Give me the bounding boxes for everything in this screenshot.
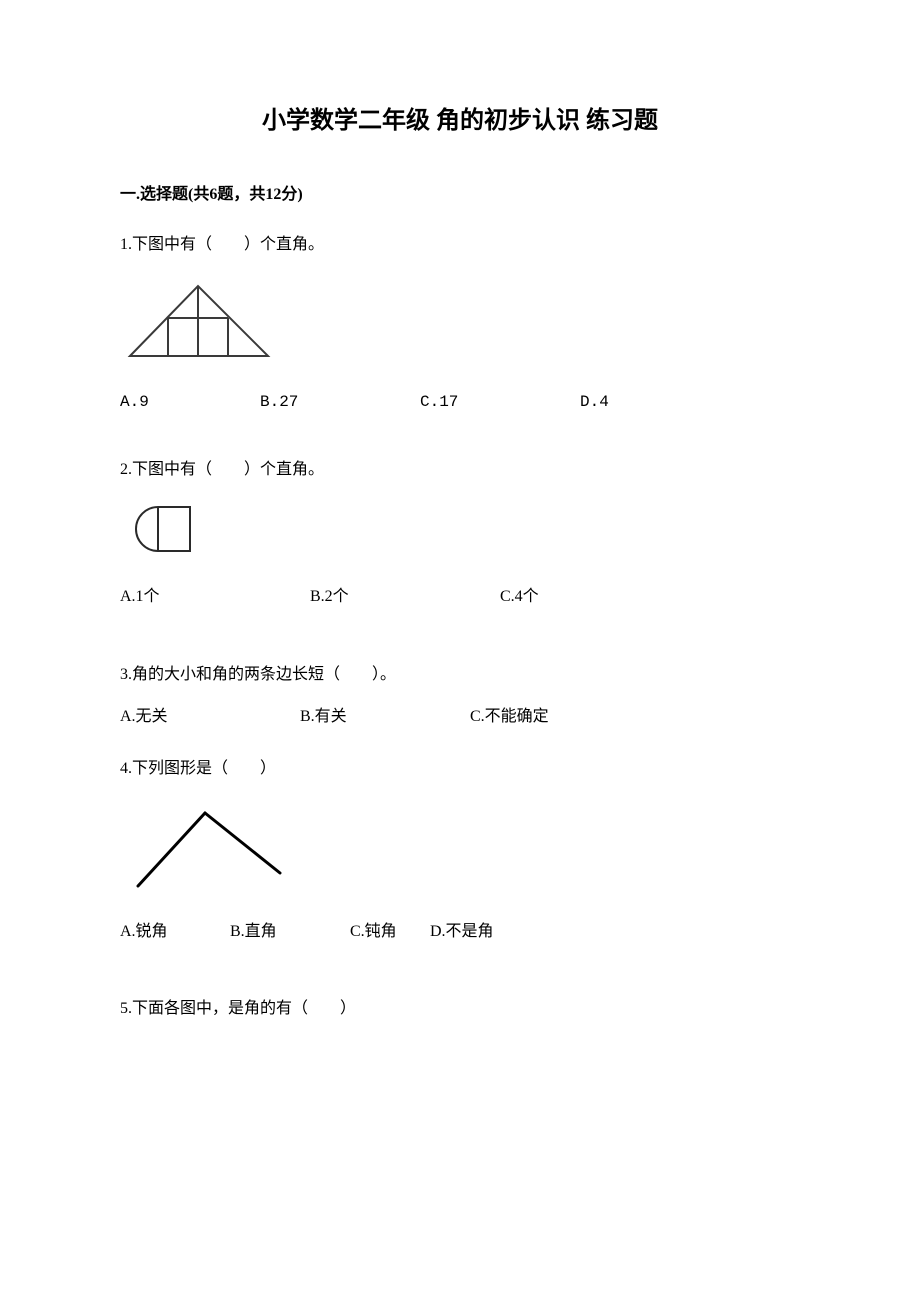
q4-option-b: B.直角 bbox=[230, 921, 350, 943]
question-4: 4.下列图形是（ ） A.锐角 B.直角 C.钝角 D.不是角 bbox=[120, 758, 800, 943]
question-3-text: 3.角的大小和角的两条边长短（ ）。 bbox=[120, 664, 800, 686]
question-4-options: A.锐角 B.直角 C.钝角 D.不是角 bbox=[120, 921, 800, 943]
question-1-options: A.9 B.27 C.17 D.4 bbox=[120, 391, 800, 413]
question-4-figure bbox=[120, 801, 800, 896]
question-1: 1.下图中有（ ）个直角。 A.9 B.27 C.17 D.4 bbox=[120, 234, 800, 414]
q4-option-c: C.钝角 bbox=[350, 921, 430, 943]
question-3: 3.角的大小和角的两条边长短（ ）。 A.无关 B.有关 C.不能确定 bbox=[120, 664, 800, 729]
question-1-figure bbox=[120, 276, 800, 366]
question-1-text: 1.下图中有（ ）个直角。 bbox=[120, 234, 800, 256]
question-4-text: 4.下列图形是（ ） bbox=[120, 758, 800, 780]
q1-option-b: B.27 bbox=[260, 391, 420, 413]
q4-option-d: D.不是角 bbox=[430, 921, 550, 943]
q2-option-b: B.2个 bbox=[310, 586, 500, 608]
question-2: 2.下图中有（ ）个直角。 A.1个 B.2个 C.4个 bbox=[120, 459, 800, 609]
question-5: 5.下面各图中，是角的有（ ） bbox=[120, 998, 800, 1020]
q3-option-b: B.有关 bbox=[300, 706, 470, 728]
q4-option-a: A.锐角 bbox=[120, 921, 230, 943]
section-header: 一.选择题(共6题，共12分) bbox=[120, 180, 800, 204]
document-title: 小学数学二年级 角的初步认识 练习题 bbox=[120, 100, 800, 135]
q3-option-a: A.无关 bbox=[120, 706, 300, 728]
q1-option-d: D.4 bbox=[580, 391, 680, 413]
question-2-options: A.1个 B.2个 C.4个 bbox=[120, 586, 800, 608]
question-3-options: A.无关 B.有关 C.不能确定 bbox=[120, 706, 800, 728]
question-2-figure bbox=[120, 501, 800, 561]
q3-option-c: C.不能确定 bbox=[470, 706, 590, 728]
q2-option-a: A.1个 bbox=[120, 586, 310, 608]
q1-option-a: A.9 bbox=[120, 391, 260, 413]
question-5-text: 5.下面各图中，是角的有（ ） bbox=[120, 998, 800, 1020]
q1-option-c: C.17 bbox=[420, 391, 580, 413]
question-2-text: 2.下图中有（ ）个直角。 bbox=[120, 459, 800, 481]
q2-option-c: C.4个 bbox=[500, 586, 600, 608]
